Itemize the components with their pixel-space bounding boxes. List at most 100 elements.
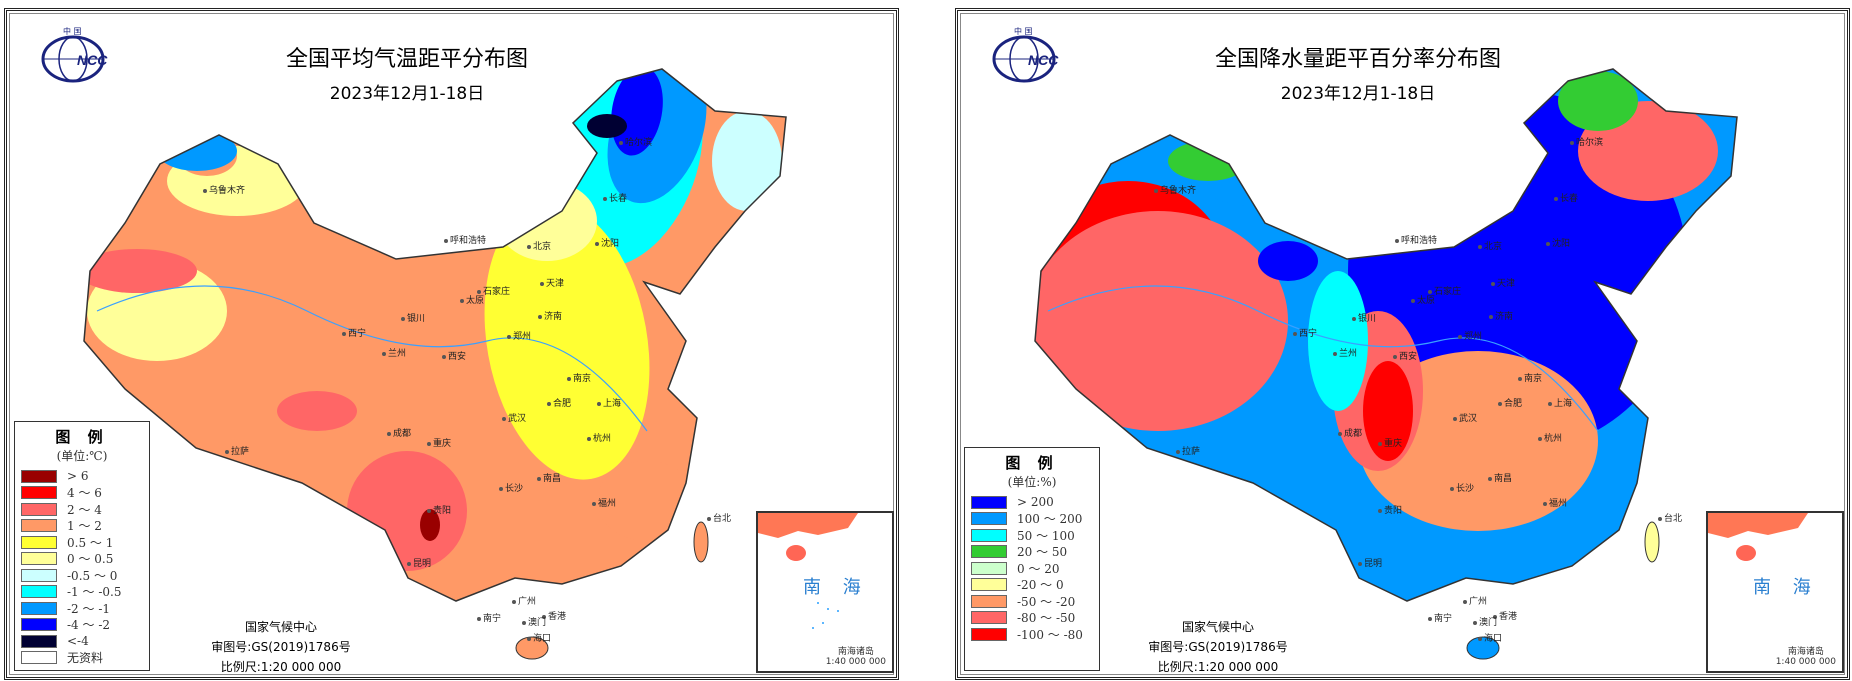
anomaly-region	[712, 111, 782, 211]
city-label: 呼和浩特	[444, 233, 486, 246]
anomaly-region	[84, 249, 197, 293]
legend-swatch	[971, 545, 1007, 559]
legend-label: 0.5 ～ 1	[67, 535, 114, 550]
city-label: 重庆	[1378, 436, 1402, 449]
map-date: 2023年12月1-18日	[329, 84, 485, 104]
city-label: 郑州	[1458, 329, 1482, 342]
svg-text:NCC: NCC	[77, 52, 108, 68]
legend-item: 4 ～ 6	[21, 485, 143, 502]
inset-caption: 南海诸岛 1:40 000 000	[826, 644, 886, 667]
inset-map	[758, 513, 858, 629]
legend-swatch	[21, 486, 57, 500]
credit-org: 国家气候中心	[244, 620, 317, 634]
legend-swatch	[21, 651, 57, 665]
city-label: 北京	[1478, 239, 1502, 252]
legend-label: -1 ～ -0.5	[67, 585, 122, 600]
city-label: 上海	[1548, 396, 1572, 409]
credit-scale: 比例尺:1:20 000 000	[1157, 660, 1279, 674]
city-label: 拉萨	[225, 444, 249, 457]
legend-swatch	[21, 552, 57, 566]
legend-item: 0.5 ～ 1	[21, 534, 143, 551]
legend-swatch	[21, 568, 57, 582]
legend-item: 0 ～ 20	[971, 560, 1093, 577]
city-label: 南宁	[477, 611, 501, 624]
inset-caption: 南海诸岛 1:40 000 000	[1776, 644, 1836, 667]
city-label: 西安	[442, 349, 466, 362]
legend-item: 20 ～ 50	[971, 544, 1093, 561]
taiwan-island	[693, 521, 709, 563]
city-label: 武汉	[502, 411, 526, 424]
legend-swatch	[971, 512, 1007, 526]
inset-sea-label: 南 海	[803, 577, 869, 598]
legend-swatch	[971, 594, 1007, 608]
city-label: 澳门	[1473, 615, 1497, 628]
legend-label: 20 ～ 50	[1017, 545, 1068, 560]
city-label: 呼和浩特	[1395, 233, 1437, 246]
legend-item: 0 ～ 0.5	[21, 551, 143, 568]
legend-swatch	[971, 561, 1007, 575]
city-label: 南京	[567, 371, 591, 384]
legend-swatch	[21, 601, 57, 615]
river	[96, 285, 648, 432]
legend-swatch	[21, 502, 57, 516]
ncc-logo: NCC 中 国	[41, 26, 108, 83]
china-border	[83, 68, 787, 602]
legend-label: 无资料	[67, 651, 104, 666]
city-label: 南昌	[1488, 471, 1512, 484]
city-label: 石家庄	[1428, 284, 1461, 297]
city-label: 太原	[1411, 293, 1435, 306]
legend-item: 1 ～ 2	[21, 518, 143, 535]
city-label: 杭州	[1538, 431, 1562, 444]
city-label: 西宁	[342, 326, 366, 339]
svg-text:中 国: 中 国	[63, 26, 82, 36]
legend-label: 2 ～ 4	[67, 502, 102, 517]
legend-label: 0 ～ 20	[1017, 561, 1060, 576]
anomaly-region	[611, 69, 663, 156]
legend-item: -80 ～ -50	[971, 610, 1093, 627]
map-date: 2023年12月1-18日	[1280, 84, 1436, 104]
city-label: 长春	[1554, 191, 1578, 204]
city-label: 太原	[460, 293, 484, 306]
legend-item: -4 ～ -2	[21, 617, 143, 634]
city-label: 西宁	[1293, 326, 1317, 339]
city-label: 沈阳	[595, 236, 619, 249]
legend-label: -4 ～ -2	[67, 618, 111, 633]
legend: 图 例 (单位:%) > 200 100 ～ 200 50 ～ 100 20 ～ 50…	[964, 447, 1100, 671]
svg-text:NCC: NCC	[1028, 52, 1059, 68]
inset-scale: 1:40 000 000	[825, 657, 886, 667]
legend-item: 无资料	[21, 650, 143, 667]
city-label: 拉萨	[1176, 444, 1200, 457]
legend-item: 2 ～ 4	[21, 501, 143, 518]
inset-scale: 1:40 000 000	[1775, 657, 1836, 667]
svg-text:中 国: 中 国	[1014, 26, 1033, 36]
city-label: 海口	[1478, 631, 1502, 644]
legend-item: -100 ～ -80	[971, 626, 1093, 643]
city-label: 济南	[1489, 309, 1513, 322]
city-label: 上海	[597, 396, 621, 409]
city-label: 乌鲁木齐	[203, 183, 245, 196]
city-label: 郑州	[507, 329, 531, 342]
credit-org: 国家气候中心	[1181, 620, 1254, 634]
city-label: 昆明	[407, 556, 431, 569]
legend-item: -0.5 ～ 0	[21, 567, 143, 584]
legend-label: -20 ～ 0	[1017, 578, 1064, 593]
anomaly-region	[1558, 71, 1638, 131]
inset-islands-label: 南海诸岛	[1787, 647, 1824, 657]
city-label: 天津	[1491, 276, 1515, 289]
legend-item: > 200	[971, 494, 1093, 511]
city-label: 昆明	[1358, 556, 1382, 569]
city-label: 福州	[1543, 496, 1567, 509]
city-label: 兰州	[1333, 346, 1357, 359]
legend-label: > 6	[67, 469, 89, 484]
city-label: 南京	[1518, 371, 1542, 384]
anomaly-region	[420, 509, 440, 541]
legend-label: 4 ～ 6	[67, 486, 102, 501]
legend-label: 0 ～ 0.5	[67, 552, 114, 567]
legend-unit: (单位:%)	[1007, 475, 1057, 489]
city-label: 石家庄	[477, 284, 510, 297]
legend-item: 100 ～ 200	[971, 511, 1093, 528]
legend-swatch	[21, 519, 57, 533]
china-border	[1034, 68, 1738, 602]
inset-map	[1708, 513, 1808, 561]
